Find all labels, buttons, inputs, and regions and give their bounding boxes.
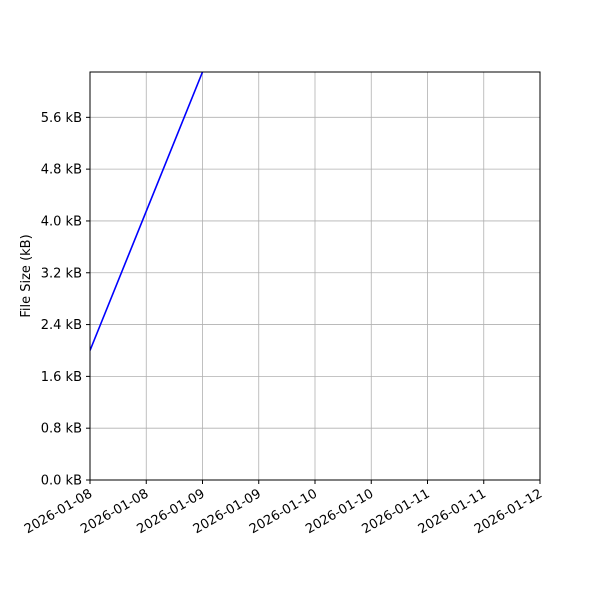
series-layer [90,72,204,351]
y-tick-label: 0.8 kB [41,422,82,437]
y-tick-label: 4.8 kB [41,163,82,178]
y-tick-label: 0.0 kB [41,474,82,489]
y-tick-label: 5.6 kB [41,111,82,126]
y-axis-label: File Size (kB) [19,234,34,317]
grid [89,72,541,481]
y-tick-label: 4.0 kB [41,214,82,229]
y-tick-label: 1.6 kB [41,370,82,385]
x-axis: 2026-01-082026-01-082026-01-092026-01-09… [22,480,545,537]
y-tick-label: 3.2 kB [41,266,82,281]
y-tick-label: 2.4 kB [41,318,82,333]
series-line [90,72,204,351]
y-axis: 0.0 kB 0.8 kB 1.6 kB 2.4 kB 3.2 kB 4.0 kB 4.8 … [41,111,90,489]
